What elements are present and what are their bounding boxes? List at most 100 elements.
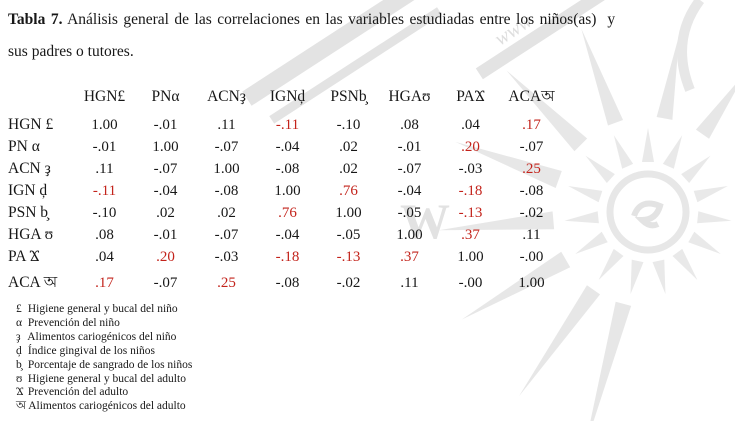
row-label: ACA অ xyxy=(8,274,58,291)
footnote-text: Porcentaje de sangrado de los niños xyxy=(25,358,193,371)
column-header: PSNb̧ xyxy=(330,88,367,105)
footnote: অ Alimentos cariogénicos del adulto xyxy=(16,400,192,414)
footnote: ҙ Alimentos cariogénicos del niño xyxy=(16,331,192,345)
row-label: HGN £ xyxy=(8,116,54,133)
table-row: IGN ḑ -.11 -.04 -.08 1.00 .76 -.04 -.18 -.08 xyxy=(8,180,562,202)
correlation-cell: .04 xyxy=(461,117,480,133)
footnote-symbol: ҙ xyxy=(16,330,21,343)
correlation-cell: -.01 xyxy=(153,117,178,133)
table-row: ACA অ .17 -.07 .25 -.08 -.02 .11 -.00 1.00 xyxy=(8,272,562,294)
caption-line1-text: Análisis general de las correlaciones en… xyxy=(62,11,616,28)
correlation-cell: .17 xyxy=(95,275,114,291)
correlation-cell: -.01 xyxy=(153,227,178,243)
correlation-cell: -.07 xyxy=(214,227,239,243)
table-row: ACN ҙ .11 -.07 1.00 -.08 .02 -.07 -.03 .25 xyxy=(8,158,562,180)
correlation-table: HGN£ PNα ACNҙ IGNḑ PSNb̧ HGAʊ PAϪ ACAঅ HGN £ 1.0… xyxy=(8,84,562,294)
correlation-cell: -.04 xyxy=(153,183,178,199)
correlation-cell: .25 xyxy=(217,275,236,291)
correlation-cell: .11 xyxy=(400,275,419,291)
footnote-symbol: ḑ xyxy=(16,344,22,357)
correlation-cell: -.04 xyxy=(275,139,300,155)
footnote: Ϫ Prevención del adulto xyxy=(16,386,192,400)
correlation-cell: .08 xyxy=(400,117,419,133)
footnote-symbol: α xyxy=(16,316,23,329)
correlation-cell: -.02 xyxy=(336,275,361,291)
correlation-cell: -.13 xyxy=(458,205,483,221)
correlation-cell: -.00 xyxy=(458,275,483,291)
footnote-text: Índice gingival de los niños xyxy=(25,344,155,357)
footnote-symbol: অ xyxy=(16,400,26,413)
footnote-text: Higiene general y bucal del adulto xyxy=(25,372,186,385)
correlation-cell: .02 xyxy=(217,205,236,221)
corner-cell xyxy=(8,84,74,110)
table-caption: Tabla 7. Análisis general de las correla… xyxy=(8,4,728,68)
correlation-cell: .37 xyxy=(400,249,419,265)
correlation-cell: -.08 xyxy=(275,275,300,291)
footnote-text: Alimentos cariogénicos del niño xyxy=(25,330,177,343)
table-body: HGN £ 1.00 -.01 .11 -.11 -.10 .08 .04 .17 PN α -.0… xyxy=(8,114,562,294)
column-header: IGNḑ xyxy=(269,88,306,105)
correlation-cell: .20 xyxy=(461,139,480,155)
footnote-symbol: ʊ xyxy=(16,372,23,385)
correlation-cell: -.04 xyxy=(397,183,422,199)
table-row: HGA ʊ .08 -.01 -.07 -.04 -.05 1.00 .37 .11 xyxy=(8,224,562,246)
table-row: PSN b̧ -.10 .02 .02 .76 1.00 -.05 -.13 -.02 xyxy=(8,202,562,224)
correlation-cell: .11 xyxy=(217,117,236,133)
correlation-cell: 1.00 xyxy=(335,205,362,221)
correlation-cell: .02 xyxy=(339,139,358,155)
row-label: PSN b̧ xyxy=(8,204,49,221)
caption-line1: Tabla 7. Análisis general de las correla… xyxy=(8,4,728,36)
correlation-cell: -.05 xyxy=(336,227,361,243)
footnotes: £ Higiene general y bucal del niño α Prev… xyxy=(16,303,192,414)
column-header: ACNҙ xyxy=(207,88,246,105)
table-row: HGN £ 1.00 -.01 .11 -.11 -.10 .08 .04 .17 xyxy=(8,114,562,136)
correlation-cell: .25 xyxy=(522,161,541,177)
correlation-cell: -.10 xyxy=(92,205,117,221)
correlation-cell: 1.00 xyxy=(274,183,301,199)
correlation-cell: .08 xyxy=(95,227,114,243)
correlation-cell: -.07 xyxy=(214,139,239,155)
correlation-cell: .02 xyxy=(339,161,358,177)
footnote-text: Higiene general y bucal del niño xyxy=(25,303,178,315)
correlation-cell: .11 xyxy=(522,227,541,243)
correlation-cell: 1.00 xyxy=(152,139,179,155)
footnote-text: Prevención del niño xyxy=(25,316,120,329)
table-row: PA Ϫ .04 .20 -.03 -.18 -.13 .37 1.00 -.00 xyxy=(8,246,562,268)
row-label: PN α xyxy=(8,138,40,155)
correlation-cell: -.07 xyxy=(153,275,178,291)
column-header: PNα xyxy=(151,88,180,105)
footnote-text: Prevención del adulto xyxy=(25,386,129,399)
correlation-cell: -.07 xyxy=(519,139,544,155)
footnote: ʊ Higiene general y bucal del adulto xyxy=(16,373,192,387)
correlation-cell: -.11 xyxy=(92,183,117,199)
correlation-cell: -.04 xyxy=(275,227,300,243)
correlation-cell: .20 xyxy=(156,249,175,265)
table-header-row: HGN£ PNα ACNҙ IGNḑ PSNb̧ HGAʊ PAϪ ACAঅ xyxy=(8,84,562,110)
footnote: £ Higiene general y bucal del niño xyxy=(16,303,192,317)
correlation-cell: -.08 xyxy=(214,183,239,199)
column-header: HGN£ xyxy=(83,88,126,105)
footnote-symbol: Ϫ xyxy=(16,386,24,399)
correlation-cell: -.10 xyxy=(336,117,361,133)
correlation-cell: -.13 xyxy=(336,249,361,265)
correlation-cell: -.08 xyxy=(275,161,300,177)
footnote-symbol: b̧ xyxy=(16,358,22,371)
correlation-cell: 1.00 xyxy=(91,117,118,133)
correlation-cell: -.18 xyxy=(458,183,483,199)
correlation-cell: 1.00 xyxy=(457,249,484,265)
correlation-cell: 1.00 xyxy=(396,227,423,243)
column-header: HGAʊ xyxy=(388,88,431,105)
footnote-symbol: £ xyxy=(16,303,22,315)
correlation-cell: .11 xyxy=(95,161,114,177)
correlation-cell: .37 xyxy=(461,227,480,243)
correlation-cell: -.07 xyxy=(397,161,422,177)
correlation-cell: -.00 xyxy=(519,249,544,265)
caption-label: Tabla 7. xyxy=(8,11,63,28)
correlation-cell: -.03 xyxy=(458,161,483,177)
row-label: IGN ḑ xyxy=(8,182,48,199)
correlation-cell: -.02 xyxy=(519,205,544,221)
correlation-cell: 1.00 xyxy=(518,275,545,291)
footnote: α Prevención del niño xyxy=(16,317,192,331)
